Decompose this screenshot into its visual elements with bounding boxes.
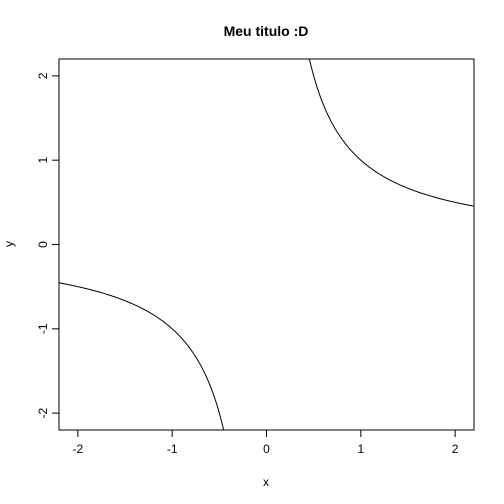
y-tick-label: -1 (36, 323, 50, 334)
y-tick-label: 1 (36, 157, 50, 164)
series-line-negative (59, 282, 225, 430)
y-tick-label: 0 (36, 241, 50, 248)
y-axis: -2 -1 0 1 2 (36, 72, 59, 418)
x-tick-label: -2 (73, 442, 84, 456)
x-tick-label: 1 (357, 442, 364, 456)
y-tick-label: 2 (36, 72, 50, 79)
series-line-positive (308, 59, 474, 207)
plot-frame (58, 58, 475, 431)
x-tick-label: 0 (263, 442, 270, 456)
x-axis-label: x (263, 475, 269, 489)
x-tick-label: 2 (452, 442, 459, 456)
x-tick-label: -1 (167, 442, 178, 456)
series-layer (59, 59, 474, 430)
y-tick-label: -2 (36, 407, 50, 418)
y-axis-label: y (2, 241, 16, 247)
x-axis: -2 -1 0 1 2 (73, 430, 459, 456)
chart-title: Meu titulo :D (224, 23, 309, 39)
